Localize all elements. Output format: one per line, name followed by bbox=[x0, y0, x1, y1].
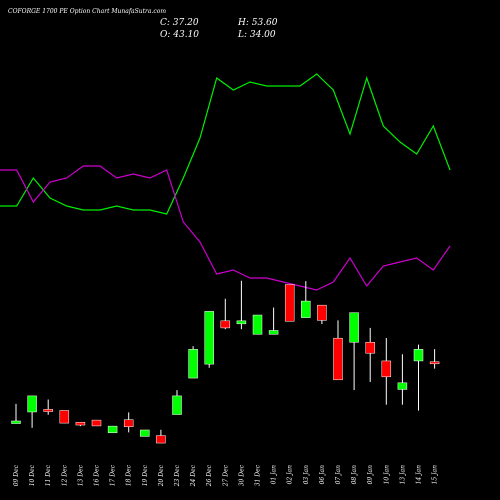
x-tick-label: 31 Dec bbox=[255, 464, 262, 486]
x-tick-label: 11 Dec bbox=[45, 464, 52, 486]
candle-body bbox=[204, 311, 214, 365]
candle-body bbox=[172, 395, 182, 415]
indicator-lines bbox=[0, 73, 451, 291]
low-value: L: 34.00 bbox=[238, 30, 276, 40]
candle-body bbox=[413, 349, 424, 362]
candle-body bbox=[27, 395, 37, 413]
candle-body bbox=[381, 360, 392, 378]
x-tick-label: 13 Dec bbox=[77, 464, 84, 486]
close-value: C: 37.20 bbox=[160, 18, 199, 28]
candle-body bbox=[301, 300, 311, 318]
chart-title: COFORGE 1700 PE Option Chart MunafaSutra… bbox=[8, 8, 167, 15]
candle-body bbox=[107, 425, 118, 434]
x-tick-label: 02 Jan bbox=[287, 465, 294, 485]
x-tick-label: 03 Jan bbox=[303, 465, 310, 485]
x-tick-label: 13 Jan bbox=[399, 465, 406, 485]
candle-body bbox=[59, 410, 70, 424]
x-tick-label: 20 Dec bbox=[158, 464, 165, 487]
open-value: O: 43.10 bbox=[160, 30, 200, 40]
candle-body bbox=[91, 419, 102, 427]
x-tick-label: 07 Jan bbox=[335, 465, 342, 485]
x-tick-label: 10 Dec bbox=[29, 464, 36, 486]
candle-body bbox=[429, 361, 440, 365]
x-tick-label: 09 Dec bbox=[13, 464, 20, 486]
candle-body bbox=[11, 420, 21, 424]
line-series-green bbox=[0, 73, 451, 215]
candle-body bbox=[317, 304, 327, 321]
candle-body bbox=[43, 409, 53, 412]
candle-body bbox=[220, 320, 231, 329]
x-tick-label: 01 Jan bbox=[271, 465, 278, 485]
candle-body bbox=[365, 342, 375, 354]
candle-body bbox=[284, 284, 295, 322]
x-tick-label: 10 Jan bbox=[383, 465, 390, 485]
x-tick-label: 06 Jan bbox=[319, 465, 326, 485]
candle-body bbox=[349, 312, 359, 343]
x-tick-label: 19 Dec bbox=[142, 464, 149, 486]
x-tick-label: 16 Dec bbox=[94, 464, 101, 486]
candle-body bbox=[75, 422, 86, 426]
line-series-magenta bbox=[0, 165, 451, 291]
candle-body bbox=[123, 419, 134, 428]
candle-body bbox=[188, 349, 198, 379]
x-tick-label: 09 Jan bbox=[367, 465, 374, 485]
x-tick-label: 14 Jan bbox=[416, 465, 423, 485]
candle-body bbox=[156, 435, 166, 444]
x-tick-labels: 09 Dec 10 Dec 11 Dec 12 Dec 13 Dec 16 Dec 17 D… bbox=[13, 464, 439, 487]
x-tick-label: 15 Jan bbox=[432, 465, 439, 485]
x-tick-label: 27 Dec bbox=[222, 464, 229, 487]
candle-body bbox=[268, 330, 279, 335]
x-tick-label: 23 Dec bbox=[174, 464, 181, 487]
x-tick-label: 26 Dec bbox=[206, 464, 213, 487]
x-tick-label: 17 Dec bbox=[110, 464, 117, 486]
x-tick-label: 30 Dec bbox=[238, 464, 245, 486]
x-tick-label: 12 Dec bbox=[61, 464, 68, 486]
x-tick-label: 24 Dec bbox=[190, 464, 197, 487]
candles bbox=[11, 280, 440, 444]
candle-body bbox=[140, 429, 150, 437]
candle-body bbox=[252, 314, 263, 335]
candle-body bbox=[236, 320, 247, 325]
candle-body bbox=[333, 337, 343, 381]
x-tick-label: 08 Jan bbox=[351, 465, 358, 485]
candle-body bbox=[397, 382, 408, 390]
x-tick-label: 18 Dec bbox=[126, 464, 133, 486]
high-value: H: 53.60 bbox=[238, 18, 278, 28]
